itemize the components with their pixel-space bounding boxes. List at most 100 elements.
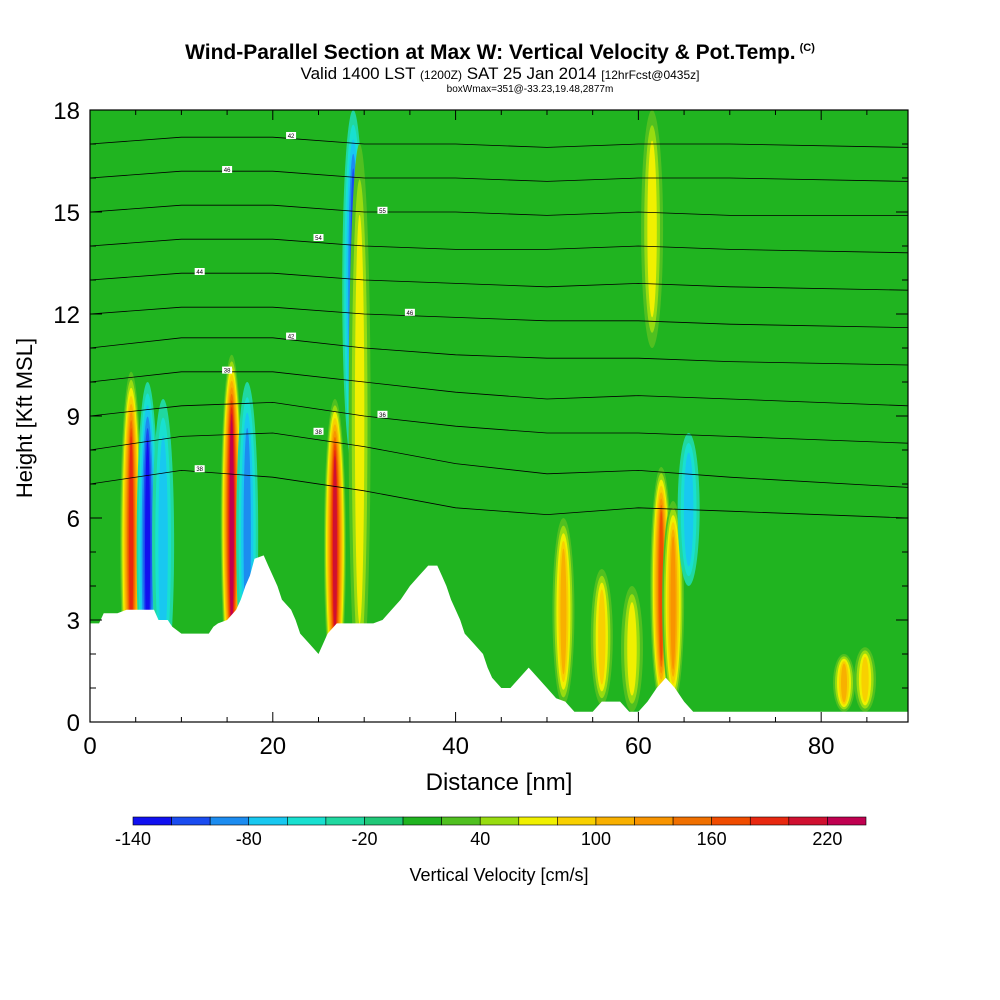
velocity-band: [861, 656, 869, 703]
y-tick-label: 18: [53, 98, 80, 125]
y-tick-label: 12: [53, 302, 80, 329]
theta-contour-label: 36: [377, 410, 388, 419]
theta-contour-label: 38: [313, 427, 324, 436]
theta-contour-line: [90, 170, 908, 182]
colorbar-swatch: [248, 816, 288, 826]
velocity-features: [120, 110, 877, 716]
theta-contour-label: 44: [194, 268, 205, 276]
x-axis-label: Distance [nm]: [426, 769, 573, 796]
theta-contour-label: 46: [404, 308, 415, 317]
theta-contour-line: [90, 432, 908, 488]
theta-label-text: 38: [224, 369, 231, 375]
colorbar-swatch: [364, 816, 404, 826]
colorbar-swatch: [788, 816, 828, 826]
y-tick-label: 3: [67, 608, 80, 635]
velocity-feature: [590, 569, 613, 705]
colorbar-swatch: [595, 816, 635, 826]
theta-label-text: 42: [288, 335, 295, 341]
x-tick-label: 40: [442, 733, 469, 760]
theta-contour-line: [90, 238, 908, 254]
colorbar-swatch: [711, 816, 751, 826]
theta-contour-line: [90, 204, 908, 216]
velocity-feature: [348, 144, 371, 695]
colorbar-swatch: [634, 816, 674, 826]
theta-label-text: 36: [379, 413, 386, 419]
y-tick-label: 15: [53, 200, 80, 227]
colorbar-swatch: [441, 816, 481, 826]
velocity-feature: [620, 586, 643, 712]
title-mark: (C): [799, 42, 815, 54]
velocity-band: [158, 436, 168, 651]
theta-contour-line: [90, 469, 908, 519]
theta-contour-line: [90, 371, 908, 407]
theta-contour-line: [90, 272, 908, 291]
x-tick-label: 0: [83, 733, 96, 760]
y-tick-label: 9: [67, 404, 80, 431]
velocity-feature: [854, 647, 877, 712]
colorbar: -140 -80 -20 40 100 160 220: [115, 816, 867, 849]
velocity-feature: [552, 518, 575, 705]
valid-prefix: Valid 1400 LST: [300, 64, 416, 83]
velocity-feature: [833, 654, 856, 712]
y-tick-label: 0: [67, 710, 80, 737]
valid-date: SAT 25 Jan 2014: [466, 64, 597, 83]
theta-label-text: 38: [315, 430, 322, 436]
colorbar-label: Vertical Velocity [cm/s]: [409, 865, 588, 885]
theta-contour-line: [90, 337, 908, 366]
velocity-band: [647, 140, 657, 318]
velocity-band: [598, 589, 606, 685]
velocity-feature: [662, 501, 685, 705]
y-axis-label: Height [Kft MSL]: [12, 338, 37, 498]
velocity-band: [354, 214, 365, 624]
velocity-band: [627, 602, 637, 696]
colorbar-swatch: [557, 816, 597, 826]
chart-title: Wind-Parallel Section at Max W: Vertical…: [0, 36, 1000, 65]
x-tick-label: 60: [625, 733, 652, 760]
velocity-band: [659, 511, 664, 661]
colorbar-tick-label: 100: [581, 829, 611, 849]
velocity-feature: [152, 399, 175, 688]
theta-contour-label: 42: [286, 132, 297, 140]
theta-contour-label: 46: [222, 166, 233, 174]
theta-contour-label: 38: [194, 465, 205, 473]
colorbar-swatch: [672, 816, 712, 826]
valid-time: Valid 1400 LST (1200Z) SAT 25 Jan 2014 […: [0, 65, 1000, 84]
colorbar-swatch: [479, 816, 520, 826]
title-block: Wind-Parallel Section at Max W: Vertical…: [0, 36, 1000, 96]
colorbar-swatch: [749, 816, 790, 826]
theta-contour-label: 38: [222, 366, 233, 375]
velocity-feature: [323, 399, 346, 695]
colorbar-swatch: [518, 816, 558, 826]
valid-utc: (1200Z): [419, 68, 462, 82]
theta-label-text: 46: [224, 168, 231, 174]
theta-label-text: 44: [196, 270, 203, 276]
colorbar-tick-label: 220: [812, 829, 842, 849]
colorbar-swatch: [402, 816, 442, 826]
theta-label-text: 54: [315, 236, 322, 242]
velocity-band: [332, 456, 337, 638]
chart-title-text: Wind-Parallel Section at Max W: Vertical…: [185, 41, 796, 64]
velocity-feature: [220, 354, 243, 688]
colorbar-tick-label: 40: [470, 829, 490, 849]
velocity-band: [145, 439, 151, 658]
theta-label-text: 38: [196, 467, 203, 473]
box-info: boxWmax=351@-33.23,19.48,2877m: [446, 84, 614, 95]
y-tick-label: 6: [67, 506, 80, 533]
theta-label-text: 55: [379, 209, 386, 215]
colorbar-swatch: [287, 816, 327, 826]
x-tick-label: 80: [808, 733, 835, 760]
theta-contour-line: [90, 306, 908, 328]
colorbar-tick-label: -20: [351, 829, 377, 849]
theta-contour-label: 55: [377, 206, 388, 215]
colorbar-swatch: [827, 816, 867, 826]
theta-contour-label: 54: [313, 234, 324, 242]
terrain: [90, 555, 908, 722]
theta-label-text: 42: [288, 134, 295, 140]
theta-contour-label: 42: [286, 332, 297, 341]
theta-contour-line: [90, 136, 908, 148]
velocity-band: [841, 663, 848, 703]
plot-area: 38 38 36 38 42 46 44 54 55 46 42: [90, 110, 908, 722]
